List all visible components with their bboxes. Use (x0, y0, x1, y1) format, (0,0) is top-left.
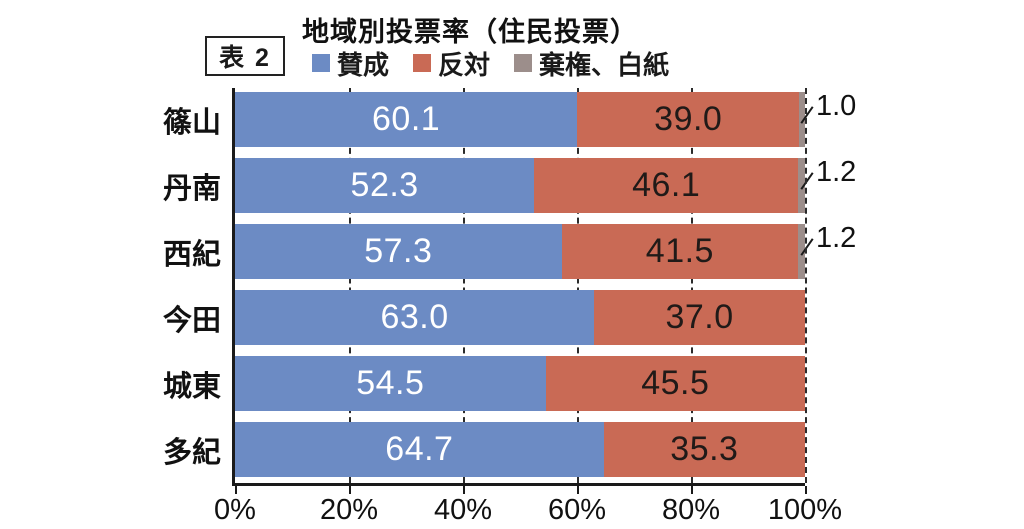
chart-title: 地域別投票率（住民投票） (302, 17, 638, 47)
bar-rows: 篠山 60.1 39.0 1.0 丹南 52.3 46.1 1.2 西紀 57.3 41.5 1.2 今… (163, 88, 856, 483)
segment-value: 52.3 (350, 166, 419, 204)
abstain-annotation-label: 1.0 (816, 90, 857, 122)
oppose-segment: 37.0 (594, 290, 805, 345)
segment-value: 37.0 (665, 298, 734, 336)
bar-row: 城東 54.5 45.5 (163, 356, 805, 411)
approve-swatch-icon (312, 54, 330, 72)
oppose-segment: 39.0 (577, 92, 800, 147)
category-label: 今田 (162, 304, 221, 337)
x-axis-tick (235, 486, 237, 494)
approve-segment: 63.0 (235, 290, 595, 345)
abstain-segment (798, 224, 805, 279)
x-axis-tick-label: 0% (214, 494, 256, 526)
approve-segment: 54.5 (235, 356, 546, 411)
bar-row: 丹南 52.3 46.1 1.2 (163, 156, 856, 213)
oppose-segment: 46.1 (534, 158, 799, 213)
x-axis-tick (691, 486, 693, 494)
x-axis-tick (577, 486, 579, 494)
legend-label-oppose: 反対 (438, 49, 491, 80)
approve-segment: 64.7 (235, 422, 604, 477)
segment-value: 39.0 (654, 100, 723, 138)
x-axis-labels: 0% 20% 40% 60% 80% 100% (214, 494, 842, 528)
bar-row: 今田 63.0 37.0 (163, 290, 805, 345)
gridline (805, 88, 807, 483)
bar-row: 多紀 64.7 35.3 (163, 422, 805, 477)
legend-label-abstain: 棄権、白紙 (539, 49, 670, 80)
x-axis-tick (805, 486, 807, 494)
table-tag-label: 表 2 (219, 44, 271, 72)
legend: 賛成 反対 棄権、白紙 (312, 49, 669, 80)
segment-value: 63.0 (380, 298, 449, 336)
approve-segment: 60.1 (235, 92, 578, 147)
oppose-segment: 35.3 (603, 422, 805, 477)
plot-area: 篠山 60.1 39.0 1.0 丹南 52.3 46.1 1.2 西紀 57.3 41.5 1.2 今… (163, 88, 856, 494)
x-axis-tick (349, 486, 351, 494)
abstain-swatch-icon (514, 54, 533, 72)
segment-value: 46.1 (632, 166, 701, 204)
bar-row: 西紀 57.3 41.5 1.2 (163, 222, 856, 279)
abstain-annotation-label: 1.2 (816, 222, 857, 254)
approve-segment: 57.3 (235, 224, 562, 279)
segment-value: 35.3 (670, 430, 739, 468)
gridline (577, 88, 579, 483)
legend-item-approve: 賛成 (312, 45, 389, 82)
gridline (691, 88, 693, 483)
category-label: 丹南 (162, 172, 221, 205)
abstain-segment (799, 92, 805, 147)
category-label: 多紀 (162, 436, 221, 469)
gridline (349, 88, 351, 483)
category-label: 西紀 (162, 238, 221, 271)
approve-segment: 52.3 (235, 158, 535, 213)
category-label: 城東 (162, 370, 221, 403)
x-axis-tick (463, 486, 465, 494)
x-axis-tick-label: 100% (767, 494, 843, 526)
oppose-segment: 45.5 (545, 356, 805, 411)
x-axis-tick-label: 40% (433, 494, 493, 526)
segment-value: 41.5 (645, 232, 714, 270)
abstain-segment (798, 158, 805, 213)
oppose-segment: 41.5 (561, 224, 799, 279)
bar-row: 篠山 60.1 39.0 1.0 (163, 90, 856, 147)
segment-value: 54.5 (356, 364, 425, 402)
legend-item-oppose: 反対 (413, 45, 490, 82)
segment-value: 60.1 (372, 100, 441, 138)
segment-value: 45.5 (641, 364, 710, 402)
oppose-swatch-icon (413, 54, 432, 72)
segment-value: 57.3 (364, 232, 433, 270)
abstain-annotation-label: 1.2 (816, 156, 857, 188)
x-axis-tick-label: 80% (661, 494, 721, 526)
category-label: 篠山 (162, 106, 221, 139)
segment-value: 64.7 (385, 430, 454, 468)
x-axis-tick-label: 20% (319, 494, 379, 526)
table-tag-box: 表 2 (205, 36, 285, 76)
legend-label-approve: 賛成 (337, 49, 390, 80)
gridline (463, 88, 465, 483)
x-axis-tick-label: 60% (547, 494, 607, 526)
legend-item-abstain: 棄権、白紙 (514, 45, 669, 82)
